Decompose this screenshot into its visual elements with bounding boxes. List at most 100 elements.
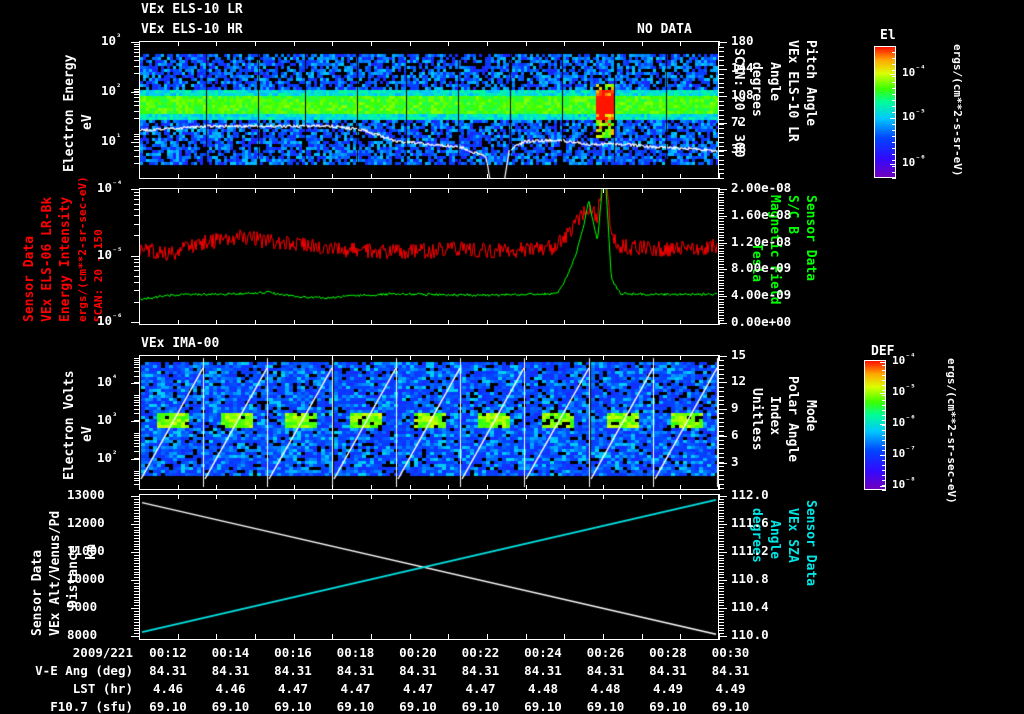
axis-tick [719,320,720,325]
axis-tick [719,267,724,268]
axis-tick [719,541,724,542]
axis-tick [882,425,886,426]
axis-tick [719,510,724,511]
panel1-plot-frame [139,41,719,179]
axis-tick [719,555,724,556]
axis-tick [410,355,411,360]
axis-tick [892,178,896,179]
axis-tick [134,558,139,559]
panel3-right-tick-label: 12 [731,373,747,388]
table-cell: 4.49 [652,681,684,696]
axis-tick [134,382,139,383]
panel2-left-tick-label: 10⁻⁵ [97,246,123,262]
table-cell: 84.31 [586,663,625,678]
axis-tick [719,444,724,445]
axis-tick [134,633,139,634]
panel1-right-tick-label: 72 [731,114,747,129]
panel1-left-tick-label: 10² [101,82,122,98]
axis-tick [719,622,724,623]
axis-tick [332,494,333,499]
axis-tick [448,634,449,640]
axis-tick [882,410,886,411]
panel1-title-hr: VEx ELS-10 HR [141,22,243,37]
table-cell: 69.10 [461,699,500,714]
axis-tick [134,192,139,193]
axis-tick [719,291,724,292]
axis-tick [719,245,724,246]
axis-tick [719,488,724,489]
axis-tick [719,229,724,230]
panel3-left-tick-label: 10² [97,449,118,465]
axis-tick [719,440,724,441]
axis-tick [134,619,139,620]
axis-tick [131,383,139,384]
axis-tick [719,496,724,497]
axis-tick [603,355,604,360]
panel3-right-tick-label: 9 [731,400,739,415]
axis-tick [332,634,333,640]
table-cell: 84.31 [649,663,687,678]
axis-tick [719,160,724,161]
axis-tick [880,362,886,363]
axis-tick [719,133,724,134]
axis-tick [134,622,139,623]
axis-tick [882,460,886,461]
axis-tick [178,485,179,490]
axis-tick [719,634,720,640]
axis-tick [487,174,488,179]
panel4-left-tick-label: 9000 [67,599,98,614]
axis-tick [134,484,139,485]
axis-tick [719,391,724,392]
panel3-right-tick-label: 3 [731,454,739,469]
axis-tick [882,385,886,386]
table-row-label: F10.7 (sfu) [50,699,133,714]
axis-tick [134,569,139,570]
axis-tick [719,502,724,503]
axis-tick [892,160,896,161]
axis-tick [139,188,140,193]
axis-tick [719,312,724,313]
axis-tick [134,451,139,452]
axis-tick [255,634,256,640]
panel1-colorbar-tick-label: 10⁻⁴ [902,64,926,79]
axis-tick [178,41,179,46]
axis-tick [719,318,724,319]
axis-tick [719,78,724,79]
axis-tick [134,544,139,545]
axis-tick [526,188,527,193]
axis-tick [603,485,604,490]
panel2-right-tick-label: 0.00e+00 [731,314,792,329]
axis-tick [719,521,724,522]
axis-tick [719,192,724,193]
axis-tick [892,70,896,71]
panel1-colorbar-tick-label: 10⁻⁵ [902,108,926,123]
axis-tick [719,96,724,97]
panel4-left-axis-label-2: VEx Alt/Venus/Pd [48,510,63,636]
axis-tick [134,602,139,603]
axis-tick [294,494,295,499]
axis-tick [371,188,372,193]
axis-tick [719,105,724,106]
axis-tick [134,480,139,481]
axis-tick [719,577,724,578]
axis-tick [882,480,886,481]
axis-tick [892,148,896,149]
axis-tick [719,151,724,152]
axis-tick [892,112,896,113]
axis-tick [719,360,724,361]
axis-tick [719,87,724,88]
table-cell: 4.47 [402,681,434,696]
axis-tick [526,485,527,490]
panel3-right-axis-label-1: Mode [803,400,818,432]
axis-tick [719,580,724,581]
panel4-plot-frame [139,494,719,640]
axis-tick [719,594,724,595]
axis-tick [134,134,139,135]
axis-tick [719,227,724,228]
axis-tick [719,633,724,634]
axis-tick [719,251,724,252]
axis-tick [719,484,724,485]
axis-tick [719,51,724,52]
panel4-right-tick-label: 111.6 [731,515,769,530]
axis-tick [719,448,724,449]
